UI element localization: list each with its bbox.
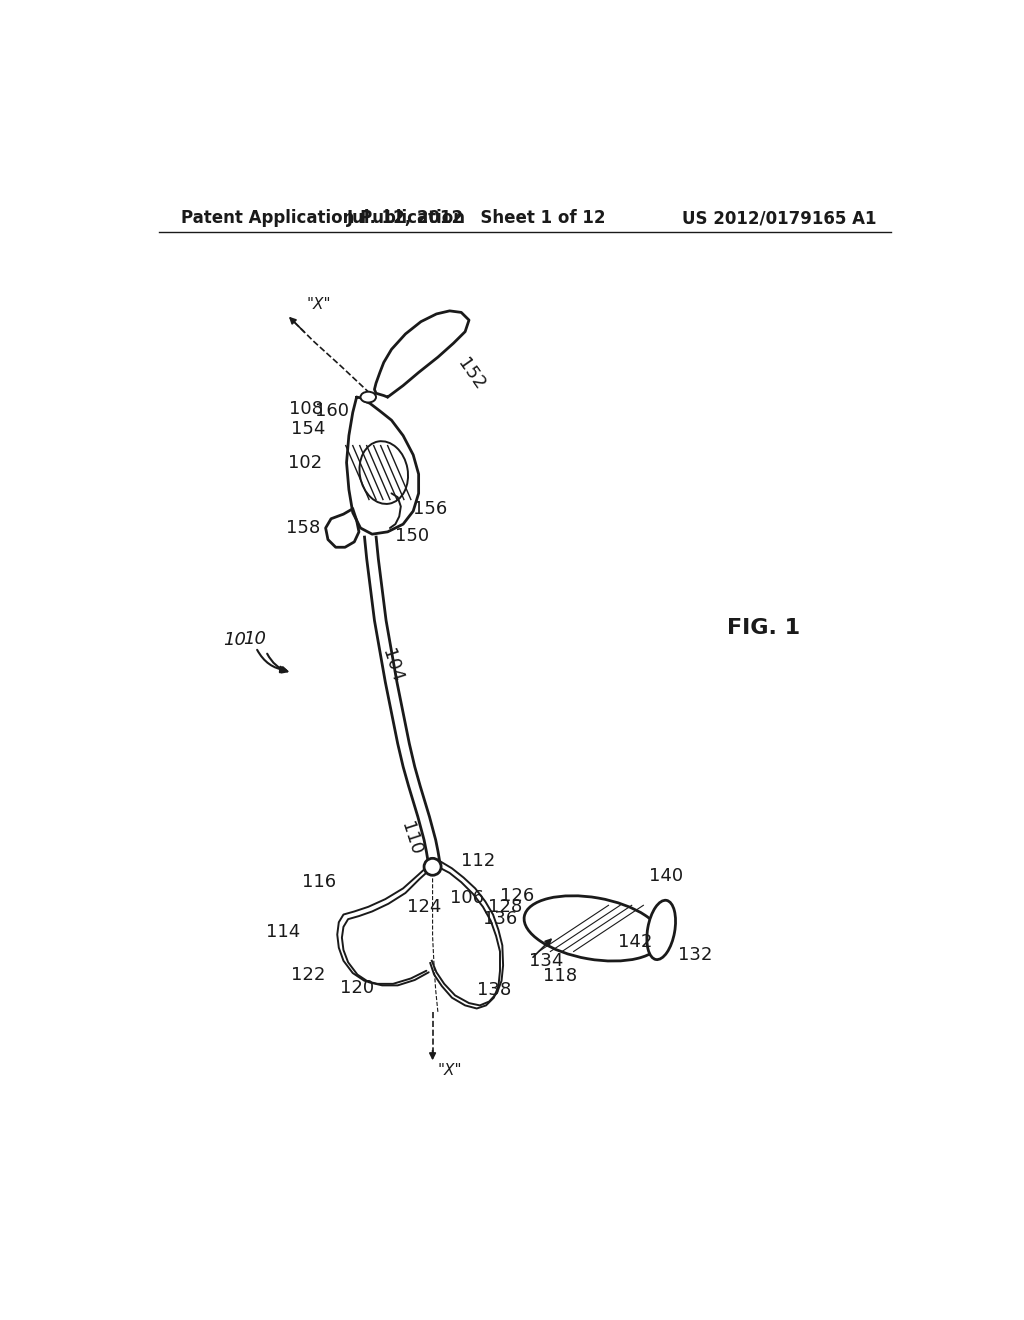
Polygon shape: [375, 312, 469, 397]
Text: Patent Application Publication: Patent Application Publication: [180, 210, 465, 227]
Text: 104: 104: [379, 647, 407, 685]
Text: 120: 120: [340, 979, 375, 998]
Text: 150: 150: [394, 527, 429, 545]
Ellipse shape: [360, 392, 376, 403]
Text: FIG. 1: FIG. 1: [727, 618, 800, 638]
Text: "X": "X": [438, 1064, 463, 1078]
Text: 108: 108: [290, 400, 324, 417]
Text: 140: 140: [649, 867, 683, 884]
Ellipse shape: [359, 441, 408, 504]
Text: US 2012/0179165 A1: US 2012/0179165 A1: [682, 210, 877, 227]
Text: 152: 152: [454, 355, 488, 393]
Polygon shape: [365, 536, 440, 866]
Text: 102: 102: [288, 454, 322, 471]
Text: 160: 160: [314, 403, 349, 420]
Text: 142: 142: [617, 933, 652, 952]
Text: 124: 124: [407, 898, 441, 916]
Text: 136: 136: [483, 911, 517, 928]
Text: 138: 138: [477, 981, 512, 999]
Text: 122: 122: [291, 966, 326, 983]
Text: 110: 110: [397, 820, 425, 858]
Ellipse shape: [524, 896, 662, 961]
Text: 116: 116: [302, 874, 336, 891]
Ellipse shape: [647, 900, 676, 960]
Text: 134: 134: [529, 952, 564, 970]
Ellipse shape: [424, 858, 441, 875]
Text: 126: 126: [500, 887, 535, 906]
Text: 158: 158: [286, 519, 321, 537]
Text: 112: 112: [461, 851, 496, 870]
Text: 128: 128: [488, 898, 522, 916]
Text: 106: 106: [450, 888, 483, 907]
Text: 132: 132: [678, 946, 713, 965]
Polygon shape: [326, 508, 359, 548]
Text: 154: 154: [291, 421, 326, 438]
Text: 114: 114: [266, 923, 300, 941]
Polygon shape: [346, 397, 419, 535]
Text: 10: 10: [223, 631, 246, 648]
Text: 10: 10: [243, 630, 265, 648]
Text: 156: 156: [414, 500, 447, 517]
Text: 118: 118: [543, 968, 577, 985]
Text: Jul. 12, 2012   Sheet 1 of 12: Jul. 12, 2012 Sheet 1 of 12: [347, 210, 606, 227]
Text: "X": "X": [306, 297, 331, 313]
